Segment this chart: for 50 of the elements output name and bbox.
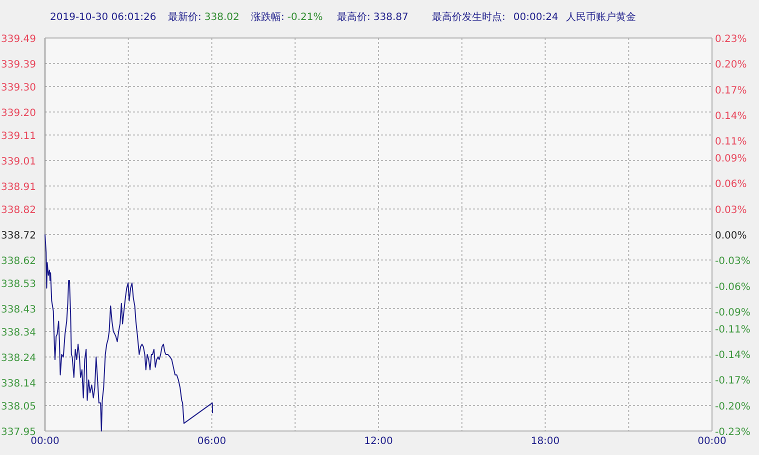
chart-title: 人民币账户黄金 [566, 11, 636, 23]
y2-tick-label: -0.20% [715, 401, 750, 412]
y-tick-label: 338.24 [1, 352, 36, 364]
y-tick-label: 338.91 [1, 182, 36, 194]
text: 338.87 [373, 12, 408, 23]
y2-tick-label: -0.06% [715, 282, 750, 293]
y2-tick-label: 0.00% [715, 230, 747, 242]
y-tick-label: 339.11 [1, 130, 36, 142]
x-tick-label: 06:00 [197, 436, 226, 447]
text: 涨跌幅: [251, 11, 284, 23]
y-tick-label: 339.49 [1, 34, 36, 45]
y2-tick-label: 0.17% [715, 85, 747, 96]
text: 00:00:24 [513, 12, 558, 23]
x-tick-label: 18:00 [530, 436, 560, 447]
y-tick-label: 339.01 [1, 156, 36, 168]
y-tick-label: 338.43 [1, 304, 36, 316]
x-tick-label: 12:00 [364, 436, 393, 447]
y2-tick-label: 0.23% [715, 34, 747, 45]
text: 最高价: [337, 11, 370, 23]
y2-tick-label: -0.17% [715, 376, 750, 387]
y2-tick-label: 0.11% [715, 136, 747, 148]
line-series [44, 234, 214, 432]
y-tick-label: 339.39 [1, 60, 36, 71]
y-tick-label: 338.82 [1, 204, 36, 216]
y2-tick-label: 0.03% [715, 204, 747, 216]
y2-tick-label: -0.23% [715, 427, 750, 438]
text: 最新价: [168, 11, 202, 23]
text: 338.02 [204, 12, 240, 23]
chart-subtitle: 2019-10-30 06:01:26 [50, 12, 156, 23]
y-tick-label: 338.53 [1, 278, 36, 290]
text: 最高价发生时点: [432, 11, 506, 23]
y-tick-label: 338.62 [1, 256, 36, 268]
y2-tick-label: 0.06% [715, 179, 747, 190]
y-tick-label: 338.34 [1, 327, 36, 338]
y2-tick-label: -0.03% [715, 256, 750, 268]
y-tick-label: 337.95 [1, 427, 36, 438]
y2-tick-label: 0.14% [715, 110, 747, 122]
x-tick-label: 00:00 [698, 436, 726, 447]
y-tick-label: 339.20 [1, 108, 36, 120]
x-tick-label: 00:00 [30, 436, 60, 447]
y-tick-label: 338.72 [1, 230, 36, 242]
y-tick-label: 339.30 [1, 82, 36, 94]
y2-tick-label: 0.20% [715, 60, 747, 71]
y2-tick-label: -0.11% [715, 324, 750, 336]
y-tick-label: 338.14 [1, 378, 36, 390]
y2-tick-label: -0.09% [715, 307, 750, 318]
y-tick-label: 338.05 [1, 401, 36, 412]
y2-tick-label: 0.09% [715, 154, 747, 165]
y2-tick-label: -0.14% [715, 350, 750, 362]
text: -0.21% [287, 12, 323, 23]
